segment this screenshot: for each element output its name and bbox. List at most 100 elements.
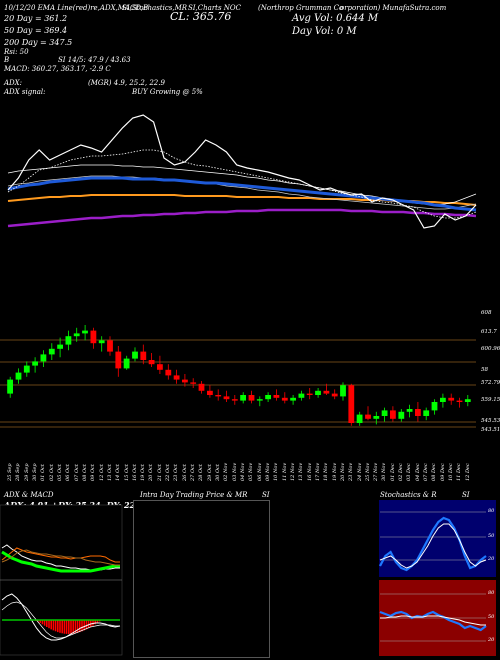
stoch-d-line: [379, 523, 487, 569]
candle-body: [423, 410, 430, 416]
rsi-tick-50: 50: [488, 614, 495, 620]
rsi-average-line: [380, 615, 486, 626]
header-title-2: SI,Stochastics,MR: [122, 4, 188, 12]
candle-body: [148, 360, 155, 365]
macd-histogram-bar: [70, 620, 72, 634]
di-average-line: [1, 549, 120, 566]
panel2-title-2: SI: [262, 491, 270, 499]
macd-histogram-bar: [83, 620, 85, 631]
header-title-4: (Northrop Grumman Co: [258, 4, 344, 12]
macd-histogram-bar: [46, 620, 48, 627]
macd-histogram-bar: [68, 620, 70, 634]
candle-body: [265, 395, 271, 400]
macd-histogram-bar: [61, 620, 63, 634]
candle-body: [90, 330, 97, 344]
price-axis-label: 572.79: [481, 380, 500, 386]
macd-histogram-bar: [52, 620, 55, 631]
plus-di-line: [1, 547, 120, 563]
candle-body: [348, 385, 355, 423]
panel3-title: Stochastics & R: [380, 491, 437, 499]
macd-histogram-bar: [65, 620, 68, 634]
ma50-label: 50 Day = 369.4: [4, 26, 68, 35]
candle-body: [323, 390, 330, 394]
minus-di-line: [1, 550, 120, 573]
candle-body: [298, 393, 305, 398]
macd-histogram-bar: [59, 620, 61, 633]
buy-signal: BUY Growing @ 5%: [132, 88, 203, 96]
candle-body: [256, 399, 263, 401]
dotted-average-line: [7, 149, 477, 219]
panel3-title-2: SI: [462, 491, 470, 499]
panel1-title: ADX & MACD: [4, 491, 54, 499]
header-title-3: SI,Charts NOC: [188, 4, 242, 12]
stoch-k-line: [379, 516, 487, 572]
ma20-label: 20 Day = 361.2: [4, 14, 68, 23]
candle-body: [223, 396, 230, 400]
candle-body: [173, 375, 180, 380]
header-title-5: orporation) MunafaSutra.com: [340, 4, 447, 12]
macd-histogram-bar: [79, 620, 81, 633]
stoch-tick-20: 20: [488, 556, 495, 562]
candle-body: [415, 409, 421, 416]
price-axis-label: 608: [481, 310, 492, 316]
candle-body: [198, 383, 205, 391]
candle-body: [98, 340, 105, 344]
candle-body: [132, 351, 138, 359]
candle-body: [306, 393, 313, 395]
rsi-line: [379, 610, 487, 632]
macd-histogram-bar: [50, 620, 52, 630]
candle-body: [231, 399, 238, 401]
candle-body: [65, 336, 72, 345]
macd-histogram-bar: [72, 620, 74, 634]
brsi-label: B: [4, 56, 10, 64]
rsi-tick-20: 20: [488, 637, 495, 643]
macd-histogram-bar: [41, 620, 44, 625]
macd-histogram-bar: [87, 620, 90, 629]
candle-body: [356, 414, 363, 423]
ema200-line: [7, 208, 477, 228]
candle-body: [157, 364, 163, 370]
candle-body: [82, 330, 88, 334]
candle-body: [448, 397, 455, 401]
price-axis-label: 613.7: [481, 329, 497, 335]
rsi-label: Rsi: 50: [4, 48, 29, 56]
candle-body: [140, 351, 147, 360]
candle-body: [406, 409, 413, 412]
macd-histogram-bar: [54, 620, 57, 632]
adx-values: (MGR) 4.9, 25.2, 22.9: [88, 79, 165, 87]
candle-body: [40, 354, 47, 362]
adx-signal-label: ADX signal:: [4, 88, 46, 96]
macd-histogram-bar: [43, 620, 46, 626]
macd-histogram-bar: [92, 620, 94, 626]
macd-histogram-bar: [63, 620, 66, 634]
header-title-1: 10/12/20 EMA Line(red)re,ADX,MACD,B: [4, 4, 149, 12]
candle-body: [281, 397, 288, 401]
macd-histogram-bar: [81, 620, 83, 632]
price-axis-label: 58: [481, 367, 488, 373]
macd-histogram-bar: [74, 620, 77, 634]
macd-signal-line: [1, 601, 120, 639]
candle-body: [273, 395, 280, 398]
macd-histogram-bar: [76, 620, 79, 633]
candle-body: [123, 358, 130, 369]
candle-body: [207, 390, 213, 395]
candle-body: [381, 410, 388, 416]
price-axis-label: 559.15: [481, 397, 500, 403]
ema20-line: [7, 176, 477, 212]
price-axis-label: 600.96: [481, 346, 500, 352]
avg-volume: Avg Vol: 0.644 M: [292, 13, 379, 24]
candle-body: [115, 351, 122, 369]
price-axis-label: 545.53: [481, 418, 500, 424]
candle-body: [331, 393, 338, 397]
price-line: [7, 114, 477, 229]
day-volume: Day Vol: 0 M: [292, 26, 357, 37]
candle-body: [240, 395, 246, 401]
candle-body: [48, 348, 55, 355]
candle-body: [315, 390, 321, 395]
candle-body: [464, 399, 471, 402]
ema-white-line-2: [7, 175, 477, 210]
macd-histogram-bar: [94, 620, 96, 625]
adx-label: ADX:: [4, 79, 23, 87]
candle-body: [431, 402, 438, 411]
